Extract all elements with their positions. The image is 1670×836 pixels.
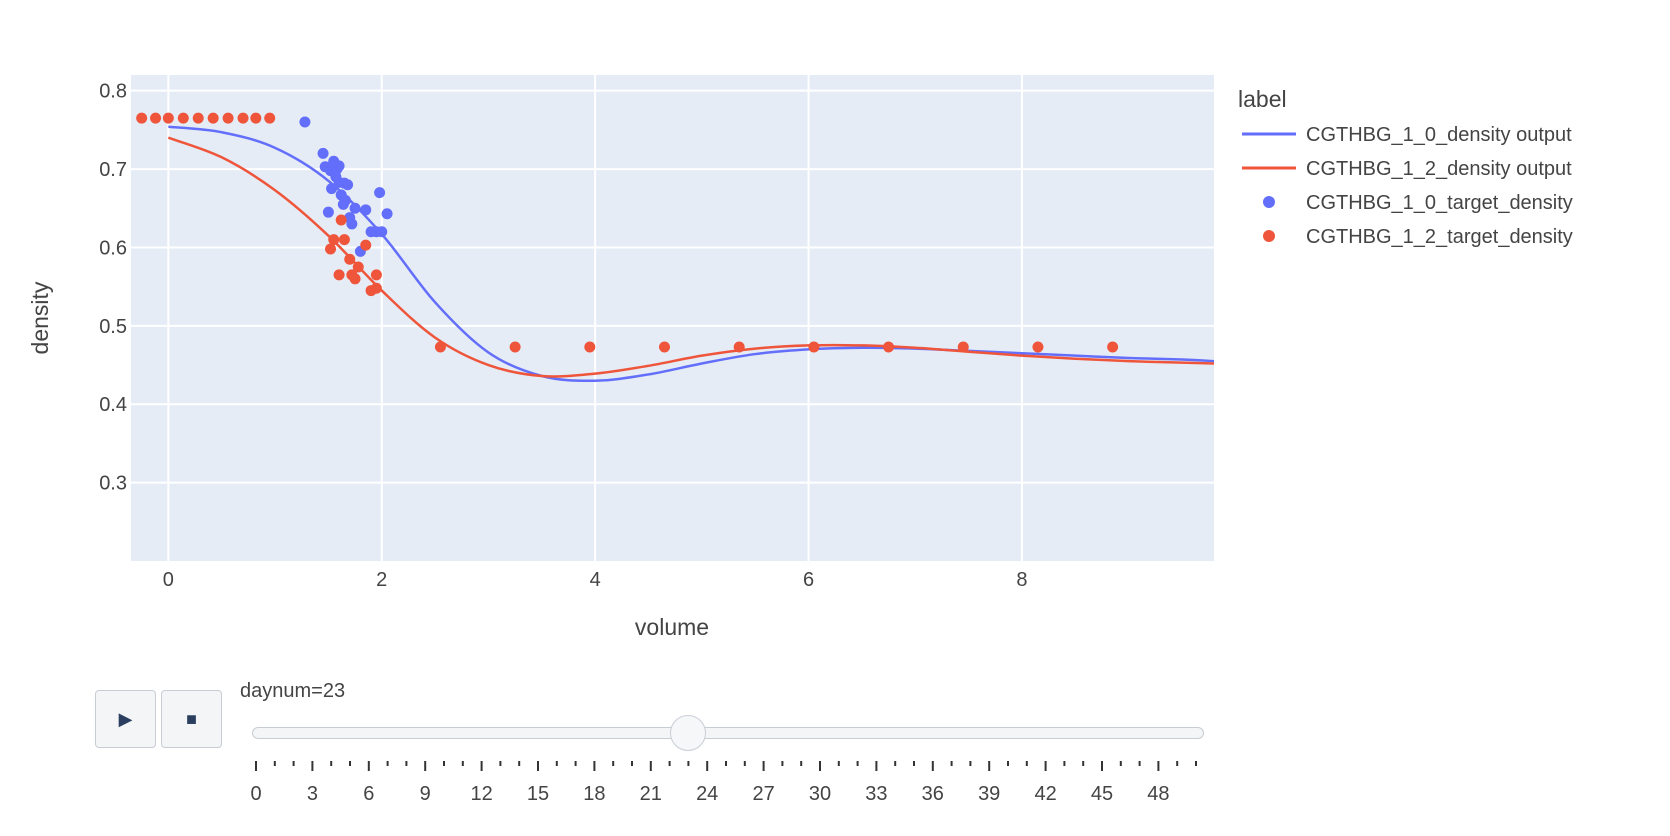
data-point	[328, 234, 340, 246]
data-point	[333, 269, 345, 281]
play-button[interactable]: ▶	[95, 690, 156, 748]
data-point	[584, 341, 596, 353]
data-point	[376, 226, 388, 238]
data-point	[1107, 341, 1119, 353]
slider-handle[interactable]	[670, 715, 707, 751]
data-point	[222, 112, 234, 124]
x-axis-title: volume	[635, 614, 709, 640]
y-tick-label: 0.4	[99, 394, 127, 416]
data-point	[957, 341, 969, 353]
slider-rail[interactable]	[252, 727, 1204, 739]
y-tick-label: 0.5	[99, 316, 127, 338]
x-tick-label: 2	[376, 569, 387, 591]
slider-tick-label: 9	[420, 783, 431, 805]
data-point	[342, 179, 354, 191]
slider-tick-label: 48	[1147, 783, 1169, 805]
legend-item-label: CGTHBG_1_0_target_density	[1306, 192, 1573, 214]
slider-tick-label: 45	[1091, 783, 1113, 805]
slider-tick-label: 21	[640, 783, 662, 805]
data-point	[136, 112, 148, 124]
data-point	[177, 112, 189, 124]
slider-ticks: 0 3 6 9 12 15 18 21 24 27 30 33 36 39 42 45 48	[250, 761, 1197, 805]
x-tick-label: 6	[803, 569, 814, 591]
y-tick-label: 0.6	[99, 237, 127, 259]
x-tick-label: 8	[1016, 569, 1027, 591]
data-point	[150, 112, 162, 124]
data-point	[374, 187, 386, 199]
x-axis-ticks: 0 2 4 6 8	[163, 569, 1028, 591]
plot-background	[131, 75, 1214, 561]
series-layer	[136, 112, 1214, 383]
series-line-1	[167, 136, 1214, 378]
data-point	[883, 341, 895, 353]
slider-tick-label: 0	[250, 783, 261, 805]
data-point	[317, 147, 329, 159]
data-point	[360, 239, 372, 251]
data-point	[509, 341, 521, 353]
slider-tick-label: 6	[363, 783, 374, 805]
data-point	[237, 112, 249, 124]
data-point	[335, 214, 347, 226]
slider-tick-label: 42	[1034, 783, 1056, 805]
y-tick-label: 0.8	[99, 81, 127, 103]
data-point	[360, 204, 372, 216]
data-point	[434, 341, 446, 353]
x-tick-label: 4	[590, 569, 601, 591]
legend-marker-swatch	[1263, 230, 1275, 242]
slider-tick-label: 33	[865, 783, 887, 805]
data-point	[346, 218, 358, 230]
data-point	[299, 116, 311, 128]
data-point	[339, 194, 351, 206]
legend-marker-swatch	[1263, 196, 1275, 208]
legend-item-label: CGTHBG_1_2_target_density	[1306, 226, 1573, 248]
data-point	[381, 208, 393, 220]
data-point	[333, 176, 345, 188]
slider-tick-label: 15	[527, 783, 549, 805]
grid	[131, 75, 1214, 561]
data-point	[1032, 341, 1044, 353]
x-tick-label: 0	[163, 569, 174, 591]
legend-item-label: CGTHBG_1_2_density output	[1306, 158, 1572, 180]
slider-tick-label: 24	[696, 783, 718, 805]
data-point	[344, 253, 356, 265]
data-point	[338, 234, 350, 246]
slider-tick-label: 27	[752, 783, 774, 805]
y-tick-label: 0.3	[99, 473, 127, 495]
slider-tick-label: 3	[307, 783, 318, 805]
slider-tick-label: 36	[922, 783, 944, 805]
slider-tick-label: 39	[978, 783, 1000, 805]
slider-tick-label: 12	[470, 783, 492, 805]
data-point	[325, 243, 337, 255]
data-point	[808, 341, 820, 353]
data-point	[192, 112, 204, 124]
slider-current-value: daynum=23	[240, 680, 346, 702]
legend: label CGTHBG_1_0_density output CGTHBG_1_…	[1238, 86, 1573, 248]
slider-tick-label: 30	[809, 783, 831, 805]
data-point	[326, 183, 338, 195]
y-tick-label: 0.7	[99, 159, 127, 181]
y-axis-ticks: 0.3 0.4 0.5 0.6 0.7 0.8	[99, 81, 127, 495]
play-icon: ▶	[118, 708, 133, 729]
slider-tick-label: 18	[583, 783, 605, 805]
data-point	[352, 261, 364, 273]
data-point	[328, 155, 340, 167]
data-point	[733, 341, 745, 353]
legend-item-label: CGTHBG_1_0_density output	[1306, 124, 1572, 146]
stop-button[interactable]: ■	[161, 690, 222, 748]
data-point	[658, 341, 670, 353]
data-point	[349, 273, 361, 285]
legend-title: label	[1238, 86, 1287, 112]
data-point	[207, 112, 219, 124]
data-point	[370, 282, 382, 294]
stop-icon: ■	[186, 708, 197, 729]
data-point	[370, 269, 382, 281]
data-point	[162, 112, 174, 124]
data-point	[322, 206, 334, 218]
y-axis-title: density	[27, 281, 53, 354]
data-point	[264, 112, 276, 124]
data-point	[349, 202, 361, 214]
data-point	[250, 112, 262, 124]
